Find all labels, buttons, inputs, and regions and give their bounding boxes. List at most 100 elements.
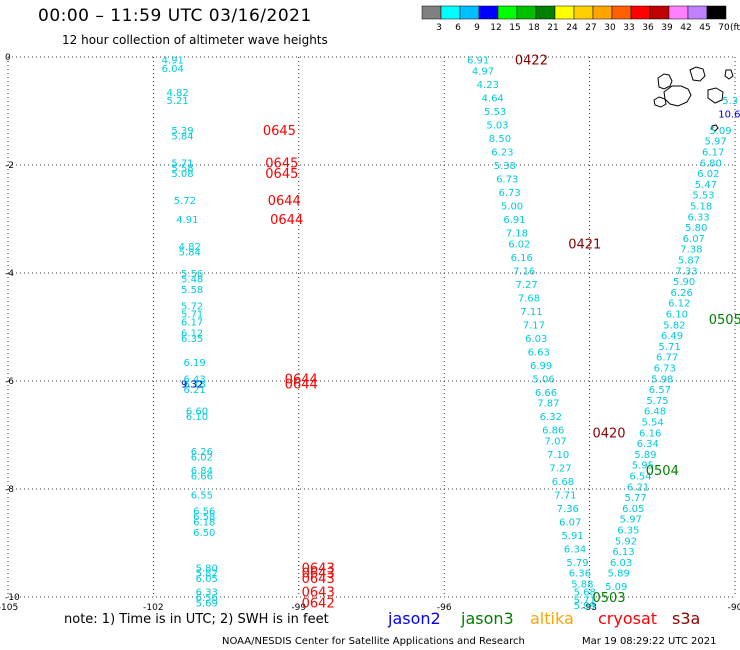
wave-height-value: 5.90 (673, 277, 695, 288)
x-tick-label: -105 (0, 603, 18, 613)
wave-height-value: 6.56 (193, 507, 215, 518)
galapagos-island (707, 87, 724, 104)
colorbar-label: 33 (623, 23, 634, 33)
wave-height-value: 5.47 (695, 180, 717, 191)
wave-height-value: 6.35 (181, 334, 203, 345)
wave-height-value: 5.08 (171, 169, 193, 180)
wave-height-value: 5.92 (615, 536, 637, 547)
wave-height-value: 5.09 (605, 582, 627, 593)
wave-height-value: 6.54 (629, 472, 651, 483)
pass-time-label: 0643 (302, 561, 335, 576)
pass-time-label: 0643 (302, 572, 335, 587)
pass-time-label: 0645 (265, 156, 298, 171)
colorbar-label: 42 (680, 23, 691, 33)
pass-time-label: 0645 (263, 124, 296, 139)
wave-height-value: 5.89 (634, 450, 656, 461)
wave-height-value: 5.58 (181, 285, 203, 296)
wave-height-value: 6.68 (552, 477, 574, 488)
colorbar-unit: (ft) (730, 23, 740, 33)
wave-height-value: 5.69 (196, 598, 218, 609)
wave-height-value: 6.35 (617, 526, 639, 537)
wave-height-value: 4.82 (179, 242, 201, 253)
wave-height-value: 6.17 (181, 318, 203, 329)
wave-height-value: 5.88 (571, 580, 593, 591)
colorbar-swatch (459, 5, 480, 20)
wave-height-value: 7.87 (537, 399, 559, 410)
pass-time-label: 0503 (592, 591, 625, 606)
wave-height-value: 5.68 (574, 588, 596, 599)
galapagos-island (724, 69, 734, 80)
wave-height-value: 6.57 (649, 385, 671, 396)
wave-height-value: 6.56 (196, 593, 218, 604)
wave-height-value: 5.38 (494, 161, 516, 172)
wave-height-value: 5.97 (620, 515, 642, 526)
galapagos-island (657, 73, 673, 90)
wave-height-value: 6.33 (688, 212, 710, 223)
pass-time-label: 0644 (270, 213, 303, 228)
colorbar-label: 12 (490, 23, 501, 33)
pass-time-label: 0643 (302, 586, 335, 601)
wave-height-value: 5.71 (181, 310, 203, 321)
wave-height-value: 5.71 (658, 342, 680, 353)
galapagos-island (689, 66, 706, 82)
wave-height-value: 6.10 (186, 412, 208, 423)
wave-height-value: 6.55 (191, 490, 213, 501)
wave-height-value: 6.04 (162, 64, 184, 75)
wave-height-value: 6.02 (508, 239, 530, 250)
colorbar-swatch (497, 5, 518, 20)
y-tick-label: -10 (5, 593, 20, 603)
pass-time-label: 0504 (646, 464, 679, 479)
wave-height-value: 5.80 (685, 223, 707, 234)
wave-height-value: 5.72 (174, 196, 196, 207)
wave-height-value: 5.95 (632, 461, 654, 472)
wave-height-value: 4.23 (477, 80, 499, 91)
wave-height-value: 6.63 (528, 347, 550, 358)
wave-height-value: 7.18 (506, 229, 528, 240)
pass-time-label: 0644 (285, 378, 318, 393)
wave-height-value: 4.82 (167, 88, 189, 99)
wave-height-value: 5.84 (171, 131, 193, 142)
wave-height-value: 5.89 (608, 569, 630, 580)
pass-time-label: 0422 (515, 54, 548, 69)
wave-height-value: 6.58 (193, 512, 215, 523)
galapagos-island (653, 96, 667, 108)
wave-height-value: 7.11 (520, 307, 542, 318)
wave-height-value: 6.26 (671, 288, 693, 299)
wave-height-value: 5.18 (690, 202, 712, 213)
wave-height-value: 7.27 (515, 280, 537, 291)
map-subtitle: 12 hour collection of altimeter wave hei… (62, 33, 328, 47)
wave-height-value: 7.38 (680, 245, 702, 256)
wave-height-value: 6.02 (697, 169, 719, 180)
wave-height-value: 5.72 (181, 301, 203, 312)
colorbar-label: 45 (699, 23, 710, 33)
wave-height-value: 7.10 (547, 450, 569, 461)
wave-height-value: 6.12 (181, 328, 203, 339)
wave-height-value: 4.91 (176, 215, 198, 226)
colorbar-label: 70 (718, 23, 730, 33)
map-title: 00:00 – 11:59 UTC 03/16/2021 (38, 6, 312, 26)
wave-height-value: 7.16 (513, 266, 535, 277)
wave-height-value: 10.61 (718, 110, 740, 121)
x-tick-label: -90 (728, 603, 740, 613)
wave-height-value: 7.36 (557, 504, 579, 515)
wave-height-value: 7.27 (549, 463, 571, 474)
colorbar-label: 3 (436, 23, 442, 33)
wave-height-value: 5.82 (196, 569, 218, 580)
wave-height-value: 6.49 (661, 331, 683, 342)
wave-height-value: 5.99 (574, 601, 596, 612)
wave-height-value: 6.34 (637, 439, 659, 450)
wave-height-value: 6.21 (183, 385, 205, 396)
wave-height-value: 5.75 (646, 396, 668, 407)
wave-height-value: 6.05 (622, 504, 644, 515)
colorbar-label: 27 (585, 23, 596, 33)
wave-height-value: 4.64 (482, 94, 504, 105)
wave-height-value: 6.03 (610, 558, 632, 569)
pass-time-label: 0643 (302, 567, 335, 582)
sat-altika: altika (530, 609, 574, 628)
x-tick-label: -99 (291, 603, 306, 613)
y-tick-label: -6 (5, 377, 14, 387)
colorbar-swatch (706, 5, 727, 20)
galapagos-island (663, 85, 692, 107)
wave-height-value: 5.09 (709, 126, 731, 137)
x-tick-label: -93 (582, 603, 597, 613)
